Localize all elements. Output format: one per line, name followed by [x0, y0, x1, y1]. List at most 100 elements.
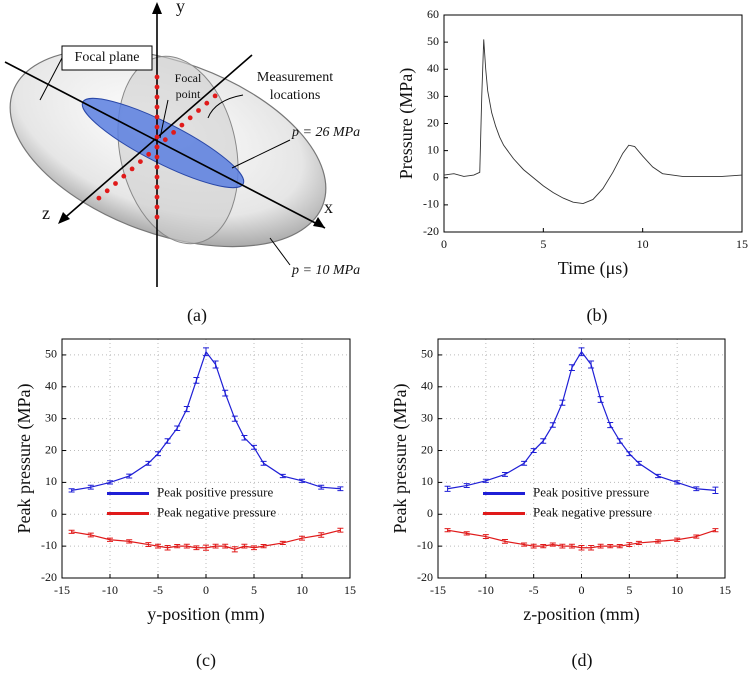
error-bar: [183, 543, 190, 549]
error-bar: [107, 537, 113, 542]
x-axis-line: [4, 61, 326, 229]
dot: [154, 124, 160, 130]
y-tick-label: 20: [421, 442, 433, 456]
y-tick-label: 10: [421, 474, 433, 488]
error-bar: [568, 364, 575, 372]
dot: [154, 184, 160, 190]
axis-name: y: [176, 0, 185, 16]
dot: [154, 134, 160, 140]
axis-name: z: [42, 203, 50, 223]
dot: [154, 74, 160, 80]
dot: [162, 137, 168, 143]
error-bar: [260, 460, 267, 466]
y-tick-label: 40: [427, 61, 439, 75]
error-bar: [164, 438, 171, 444]
error-bar: [588, 360, 595, 369]
error-bar: [549, 422, 556, 428]
error-bar: [693, 534, 700, 539]
leader: [231, 139, 291, 169]
y-tick-label: -10: [417, 538, 433, 552]
x-tick-label: 5: [251, 583, 257, 597]
data-line: [443, 39, 743, 204]
error-bar: [712, 486, 719, 495]
legend-label: Peak negative pressure: [533, 504, 652, 519]
error-bar: [693, 486, 700, 492]
error-bar: [635, 540, 642, 546]
error-bar: [337, 486, 344, 492]
data-line: [71, 350, 341, 491]
error-bar: [87, 532, 94, 538]
error-bar: [463, 531, 470, 536]
error-bar: [607, 421, 614, 429]
error-bar: [712, 528, 719, 533]
error-bar: [193, 377, 200, 384]
y-tick-label: 30: [45, 410, 57, 424]
dot: [154, 104, 160, 110]
error-bar: [193, 545, 200, 551]
error-bar: [559, 543, 566, 549]
error-bar: [530, 543, 537, 549]
error-bar: [463, 483, 470, 488]
error-bar: [231, 415, 238, 422]
error-bar: [203, 544, 209, 551]
error-bar: [444, 528, 451, 533]
x-tick-label: -10: [478, 583, 494, 597]
dot: [96, 195, 102, 201]
error-bar: [578, 347, 585, 357]
error-bar: [279, 473, 286, 479]
label: locations: [270, 88, 321, 103]
y-tick-label: 30: [421, 410, 433, 424]
error-bar: [635, 460, 642, 466]
error-bar: [521, 460, 528, 466]
error-bar: [549, 542, 556, 547]
x-axis-label: y-position (mm): [147, 604, 265, 625]
error-bar: [145, 460, 152, 466]
label: Focal: [175, 71, 202, 85]
error-bar: [174, 425, 181, 431]
diagram: Focal plane y x z Focal point Measuremen…: [4, 0, 360, 287]
error-bar: [126, 539, 133, 544]
error-bar: [279, 540, 286, 546]
x-tick-label: -15: [54, 583, 70, 597]
error-bar: [68, 488, 75, 493]
arrow: [58, 212, 70, 224]
dot: [187, 115, 193, 121]
error-bar: [126, 473, 133, 479]
x-tick-label: -10: [102, 583, 118, 597]
y-tick-label: 0: [51, 506, 57, 520]
error-bar: [626, 542, 633, 547]
y-tick-label: 10: [427, 142, 439, 156]
error-bar: [155, 543, 161, 549]
x-tick-label: -5: [529, 583, 539, 597]
error-bar: [578, 544, 585, 551]
label: Measurement: [257, 70, 333, 85]
dot: [154, 194, 160, 200]
caption: (d): [572, 650, 593, 671]
caption: (b): [587, 305, 608, 326]
error-bar: [318, 484, 325, 490]
x-tick-label: 15: [344, 583, 356, 597]
error-bar: [183, 406, 190, 413]
data-line: [447, 350, 716, 491]
dot: [104, 188, 110, 194]
dot: [154, 84, 160, 90]
y-tick-label: 40: [45, 379, 57, 393]
dot: [212, 93, 218, 99]
y-tick-label: 50: [427, 34, 439, 48]
error-bar: [174, 544, 181, 549]
dot: [196, 108, 201, 113]
error-bar: [674, 537, 681, 542]
label-box: [61, 45, 153, 71]
error-bar: [299, 535, 305, 541]
leader: [159, 99, 169, 139]
y-tick-label: 20: [45, 442, 57, 456]
x-axis-label: z-position (mm): [523, 604, 639, 625]
x-tick-label: -5: [153, 583, 163, 597]
error-bar: [299, 478, 305, 483]
error-bar: [231, 546, 238, 553]
error-bar: [482, 478, 489, 483]
dot: [171, 130, 177, 135]
error-bar: [212, 543, 219, 549]
error-bar: [655, 539, 662, 544]
x-tick-label: 10: [637, 237, 649, 251]
